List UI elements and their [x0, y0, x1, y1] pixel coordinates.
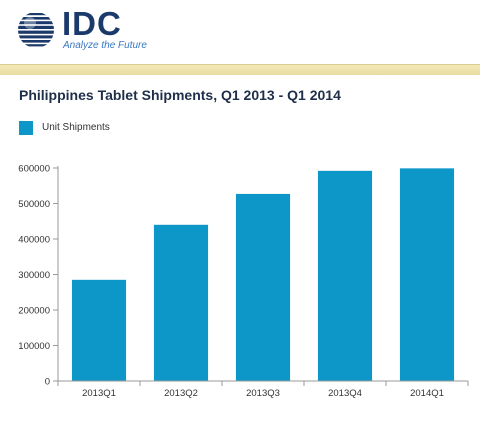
brand-logo-text: IDC [62, 5, 122, 42]
x-tick-label: 2013Q2 [164, 388, 198, 399]
bar [399, 168, 455, 381]
page-header: IDC Analyze the Future [0, 0, 480, 62]
x-tick-label: 2013Q4 [328, 388, 362, 399]
bar [235, 193, 291, 381]
y-tick-label: 100000 [18, 341, 50, 352]
x-tick-label: 2013Q3 [246, 388, 280, 399]
y-tick-label: 0 [45, 377, 50, 388]
chart-title: Philippines Tablet Shipments, Q1 2013 - … [19, 87, 341, 103]
y-tick-label: 600000 [18, 164, 50, 175]
x-tick-label: 2013Q1 [82, 388, 116, 399]
y-tick-label: 500000 [18, 199, 50, 210]
bar [317, 170, 373, 381]
bar [153, 224, 209, 381]
y-tick-label: 400000 [18, 235, 50, 246]
globe-logo-icon [18, 13, 54, 47]
x-tick-label: 2014Q1 [410, 388, 444, 399]
header-divider-band [0, 64, 480, 75]
y-tick-label: 200000 [18, 306, 50, 317]
legend-swatch [19, 121, 33, 135]
bar [71, 279, 127, 381]
brand-tagline: Analyze the Future [63, 40, 147, 51]
bar-chart: 0 100000 200000 300000 400000 500000 600000 201… [18, 164, 469, 399]
y-tick-label: 300000 [18, 270, 50, 281]
legend-label: Unit Shipments [42, 122, 110, 133]
